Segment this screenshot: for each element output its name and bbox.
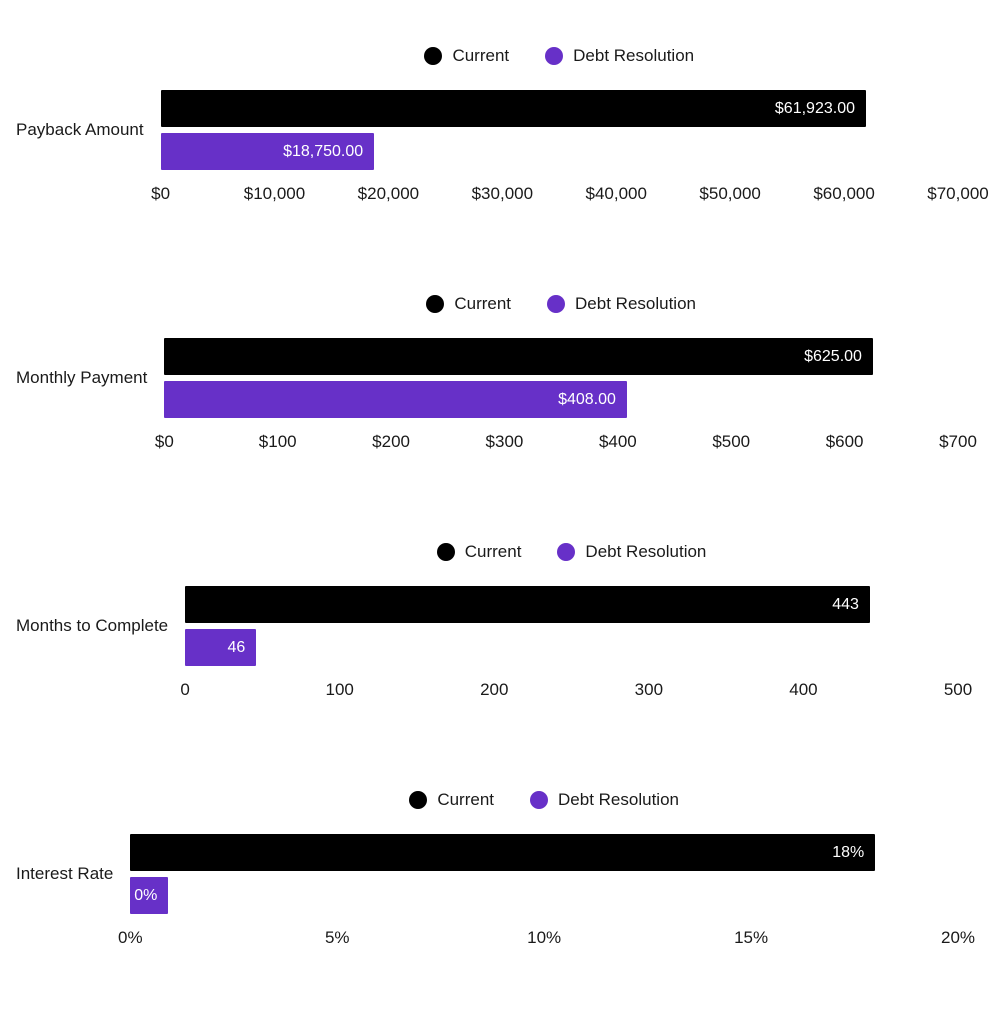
chart-monthly-payment: Current Debt Resolution Monthly Payment … xyxy=(0,292,1000,456)
axis-tick: 15% xyxy=(734,928,769,947)
x-axis: $0 $10,000 $20,000 $30,000 $40,000 $50,0… xyxy=(151,182,989,208)
legend-label-debt-resolution: Debt Resolution xyxy=(585,542,707,561)
bar-value-label: $18,750.00 xyxy=(283,142,364,160)
legend-dot-current-icon xyxy=(436,543,455,561)
axis-tick: 200 xyxy=(480,680,509,699)
legend: Current Debt Resolution xyxy=(185,540,958,564)
legend-item-debt-resolution: Debt Resolution xyxy=(547,294,696,314)
chart-payback-amount: Current Debt Resolution Payback Amount $… xyxy=(0,44,1000,208)
axis-tick: $70,000 xyxy=(927,184,989,203)
legend-dot-current-icon xyxy=(424,47,443,65)
category-label: Interest Rate xyxy=(16,864,114,883)
legend-item-debt-resolution: Debt Resolution xyxy=(530,790,679,810)
category-label: Payback Amount xyxy=(16,120,144,139)
legend-label-current: Current xyxy=(452,46,510,65)
axis-tick: 10% xyxy=(527,928,562,947)
bar-current: $625.00 xyxy=(164,338,873,375)
axis-tick: $10,000 xyxy=(243,184,306,203)
bar-debt-resolution: $18,750.00 xyxy=(160,133,375,170)
bar-group: 18% 0% xyxy=(130,834,958,914)
bar-value-label: $61,923.00 xyxy=(774,99,855,117)
category-label: Months to Complete xyxy=(16,616,169,635)
legend-dot-debt-resolution-icon xyxy=(545,47,564,65)
bar-group: $61,923.00 $18,750.00 xyxy=(160,90,958,170)
x-axis: $0 $100 $200 $300 $400 $500 $600 $700 xyxy=(155,430,977,456)
bar-value-label: 443 xyxy=(832,595,859,613)
axis-tick: $200 xyxy=(372,432,411,451)
legend: Current Debt Resolution xyxy=(130,788,958,812)
legend-label-debt-resolution: Debt Resolution xyxy=(575,294,696,313)
axis-tick: 20% xyxy=(940,928,976,947)
legend-item-current: Current xyxy=(436,542,522,562)
category-label: Monthly Payment xyxy=(16,368,148,387)
bar-debt-resolution: 46 xyxy=(185,629,257,666)
axis-tick: $100 xyxy=(258,432,297,451)
legend: Current Debt Resolution xyxy=(164,292,958,316)
legend-label-current: Current xyxy=(464,542,522,561)
legend-label-debt-resolution: Debt Resolution xyxy=(573,46,695,65)
bar-group: 443 46 xyxy=(185,586,958,666)
legend: Current Debt Resolution xyxy=(161,44,958,68)
legend-item-current: Current xyxy=(426,294,511,314)
bar-value-label: 46 xyxy=(227,638,246,656)
bar-debt-resolution: 0% xyxy=(130,877,169,914)
axis-tick: $700 xyxy=(939,432,977,451)
axis-tick: $60,000 xyxy=(813,184,875,203)
bar-current: 18% xyxy=(130,834,876,871)
chart-interest-rate: Current Debt Resolution Interest Rate 18… xyxy=(0,788,1000,952)
legend-dot-debt-resolution-icon xyxy=(547,295,566,313)
axis-tick: $0 xyxy=(151,184,171,203)
legend-item-debt-resolution: Debt Resolution xyxy=(557,542,706,562)
axis-tick: 5% xyxy=(324,928,350,947)
axis-tick: 400 xyxy=(789,680,818,699)
legend-item-debt-resolution: Debt Resolution xyxy=(545,46,694,66)
legend-label-current: Current xyxy=(437,790,495,809)
legend-dot-debt-resolution-icon xyxy=(530,791,549,809)
axis-tick: $0 xyxy=(154,432,174,451)
axis-tick: $500 xyxy=(712,432,751,451)
axis-tick: $20,000 xyxy=(357,184,420,203)
axis-tick: $600 xyxy=(825,432,864,451)
legend-label-debt-resolution: Debt Resolution xyxy=(558,790,679,809)
bar-current: 443 xyxy=(185,586,870,623)
axis-tick: $30,000 xyxy=(471,184,534,203)
bar-value-label: 0% xyxy=(134,886,158,904)
chart-months-to-complete: Current Debt Resolution Months to Comple… xyxy=(0,540,1000,704)
legend-dot-current-icon xyxy=(409,791,428,809)
bar-value-label: 18% xyxy=(832,843,865,861)
axis-tick: $50,000 xyxy=(699,184,761,203)
axis-tick: 100 xyxy=(325,680,354,699)
legend-dot-current-icon xyxy=(426,295,445,313)
axis-tick: 500 xyxy=(943,680,973,699)
axis-tick: 0 xyxy=(180,680,190,699)
axis-tick: $300 xyxy=(485,432,524,451)
bar-current: $61,923.00 xyxy=(160,90,866,127)
legend-label-current: Current xyxy=(454,294,512,313)
bar-debt-resolution: $408.00 xyxy=(164,381,627,418)
bar-value-label: $408.00 xyxy=(558,390,616,408)
bar-value-label: $625.00 xyxy=(804,347,862,365)
axis-tick: 300 xyxy=(634,680,664,699)
bar-group: $625.00 $408.00 xyxy=(164,338,958,418)
axis-tick: 0% xyxy=(118,928,143,947)
axis-tick: $400 xyxy=(598,432,637,451)
legend-item-current: Current xyxy=(409,790,494,810)
legend-item-current: Current xyxy=(424,46,509,66)
legend-dot-debt-resolution-icon xyxy=(557,543,576,561)
axis-tick: $40,000 xyxy=(585,184,647,203)
x-axis: 0% 5% 10% 15% 20% xyxy=(118,926,975,952)
x-axis: 0 100 200 300 400 500 xyxy=(180,678,972,704)
